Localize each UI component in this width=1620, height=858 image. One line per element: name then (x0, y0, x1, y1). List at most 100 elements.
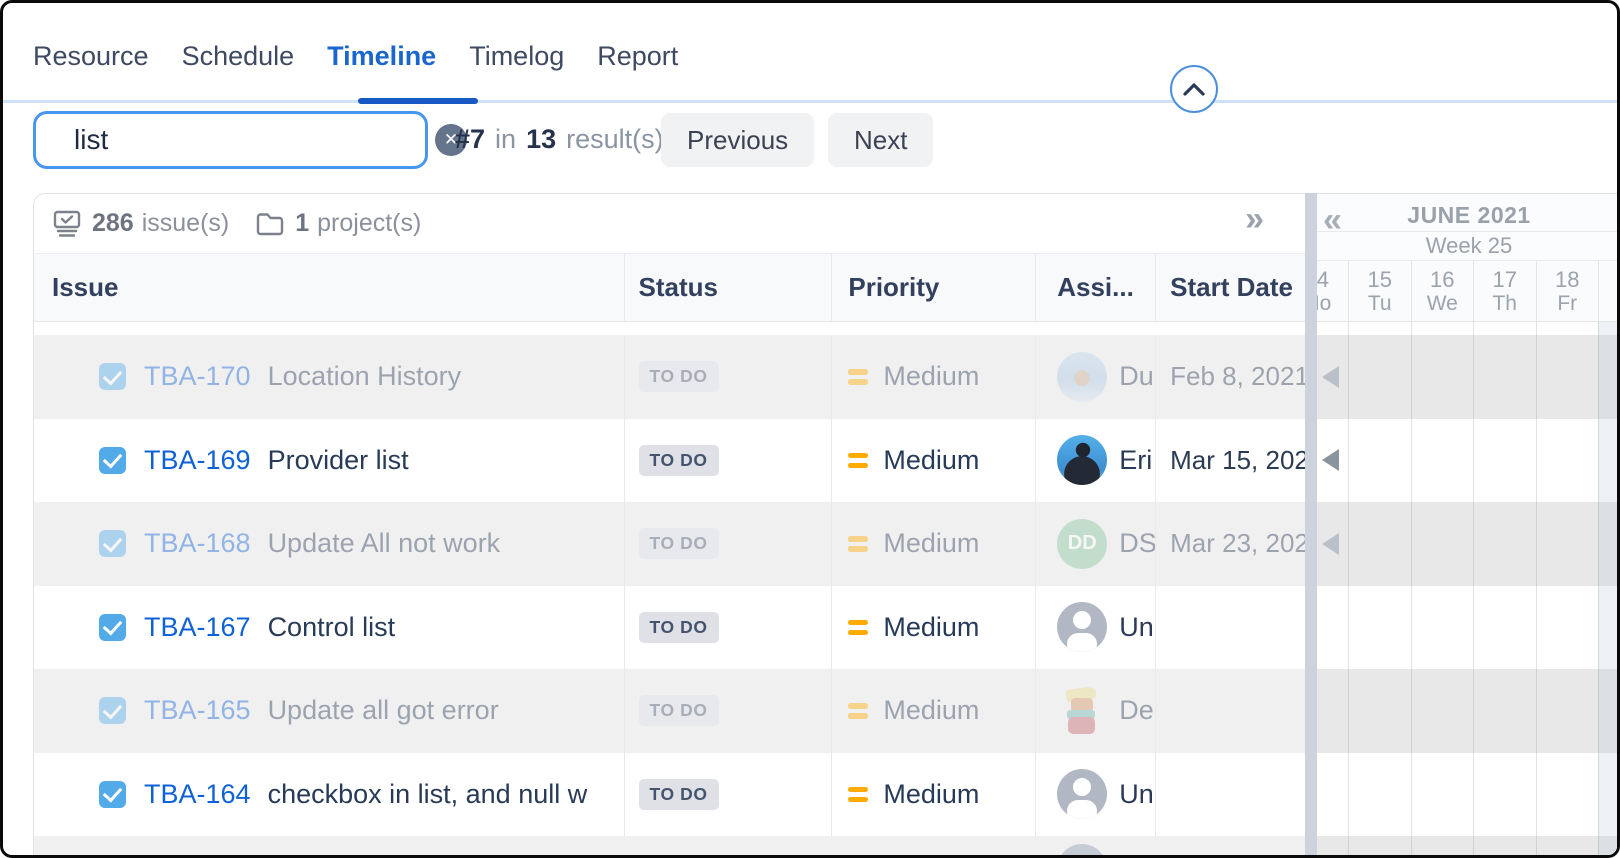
column-header-priority[interactable]: Priority (831, 254, 1035, 321)
table-row[interactable]: TBA-168 Update All not work TO DO Medium… (34, 502, 1305, 586)
clear-search-icon[interactable]: ✕ (435, 124, 467, 156)
status-badge: TO DO (638, 778, 719, 810)
day-cell: 18 Fr (1535, 261, 1599, 322)
column-header-issue[interactable]: Issue (52, 272, 119, 302)
column-header-assignee[interactable]: Assi... (1035, 254, 1155, 321)
timeline-row (1317, 836, 1617, 855)
collapse-toolbar-button[interactable] (1170, 65, 1218, 113)
weekend-shading (1598, 322, 1617, 855)
results-in: in (495, 124, 517, 154)
avatar (1057, 435, 1108, 486)
timeline-row (1317, 418, 1617, 502)
column-header-start-date[interactable]: Start Date (1155, 254, 1305, 321)
table-row[interactable]: TBA-170 Location History TO DO Medium Du… (34, 335, 1305, 419)
row-checkbox[interactable] (99, 363, 126, 391)
start-date-value: Feb 8, 2021 (1170, 361, 1305, 392)
bar-offscreen-left-marker[interactable] (1322, 365, 1339, 388)
issues-stack-icon (53, 210, 81, 237)
table-header-row: Issue Status Priority Assi... Start Date (34, 254, 1305, 322)
issues-label: issue(s) (141, 209, 230, 237)
issue-key-link[interactable]: TBA-165 (144, 695, 251, 726)
priority-label: Medium (883, 611, 980, 642)
issue-key-link[interactable]: TBA-164 (144, 778, 251, 809)
issue-summary: Location History (267, 361, 462, 392)
row-checkbox[interactable] (99, 530, 126, 558)
previous-button[interactable]: Previous (661, 113, 815, 167)
timeline-month-label: JUNE 2021 (1407, 202, 1531, 228)
panel-resize-divider[interactable] (1305, 193, 1317, 855)
rows-spacer (34, 322, 1305, 335)
avatar-initials: DD (1057, 518, 1108, 569)
status-badge: TO DO (638, 695, 719, 727)
priority-medium-icon (848, 452, 869, 468)
assignee-name: Un (1119, 778, 1154, 809)
results-suffix: result(s) (566, 124, 664, 154)
timeline-month-header: « JUNE 2021 (1317, 194, 1617, 237)
avatar-unassigned-icon (1057, 769, 1108, 820)
timeline-row (1317, 335, 1617, 419)
status-badge: TO DO (638, 444, 719, 476)
avatar (1057, 351, 1108, 402)
timeline-row (1317, 669, 1617, 753)
tab-bar: Resource Schedule Timeline Timelog Repor… (33, 41, 678, 72)
tab-schedule[interactable]: Schedule (181, 41, 295, 71)
issue-summary: Update all got error (267, 695, 499, 726)
avatar-unassigned-icon (1057, 602, 1108, 653)
priority-medium-icon (848, 703, 869, 719)
priority-label: Medium (883, 528, 980, 559)
issue-key-link[interactable]: TBA-168 (144, 528, 251, 559)
day-cell: 17 Th (1473, 261, 1536, 322)
projects-label: project(s) (317, 209, 422, 237)
table-row-partial[interactable] (34, 836, 1305, 855)
table-row[interactable]: TBA-167 Control list TO DO Medium Un (34, 585, 1305, 669)
tab-timelog[interactable]: Timelog (469, 41, 565, 71)
status-badge: TO DO (638, 361, 719, 393)
issue-key-link[interactable]: TBA-170 (144, 361, 251, 392)
priority-label: Medium (883, 778, 980, 809)
priority-label: Medium (883, 444, 980, 475)
row-checkbox[interactable] (99, 446, 126, 474)
row-checkbox[interactable] (99, 780, 126, 808)
timeline-body[interactable] (1317, 322, 1617, 855)
row-checkbox[interactable] (99, 613, 126, 641)
next-button[interactable]: Next (828, 113, 934, 167)
search-results-counter: #7 in 13 result(s) (455, 124, 664, 155)
status-badge: TO DO (638, 611, 719, 643)
issues-count: 286 (92, 209, 134, 237)
search-box[interactable]: ✕ (33, 111, 467, 169)
search-input[interactable] (74, 124, 435, 156)
tab-timeline[interactable]: Timeline (327, 41, 437, 71)
table-row[interactable]: TBA-164 checkbox in list, and null w TO … (34, 752, 1305, 836)
expand-columns-icon[interactable]: » (1245, 200, 1264, 238)
avatar-cartoon (1057, 685, 1107, 736)
row-checkbox[interactable] (99, 697, 126, 725)
assignee-name: De (1119, 695, 1154, 726)
table-row[interactable]: TBA-169 Provider list TO DO Medium Eri M… (34, 418, 1305, 502)
issue-key-link[interactable]: TBA-167 (144, 611, 251, 642)
issue-key-link[interactable]: TBA-169 (144, 444, 251, 475)
table-row[interactable]: TBA-165 Update all got error TO DO Mediu… (34, 669, 1305, 753)
day-cell: 19Sa (1598, 261, 1617, 322)
start-date-value: Mar 15, 2021 (1170, 444, 1305, 475)
bar-offscreen-left-marker[interactable] (1322, 532, 1339, 555)
tab-report[interactable]: Report (597, 41, 679, 71)
current-result: #7 (455, 124, 486, 154)
timeline-row (1317, 585, 1617, 669)
timeline-row (1317, 752, 1617, 836)
priority-label: Medium (883, 361, 980, 392)
issue-summary: checkbox in list, and null w (267, 778, 588, 809)
column-header-status[interactable]: Status (623, 254, 832, 321)
start-date-value: Mar 23, 2021 (1170, 528, 1305, 559)
tab-resource[interactable]: Resource (33, 41, 149, 71)
timeline-week-label: Week 25 (1317, 232, 1617, 261)
tab-underline-track (3, 100, 1617, 103)
bar-offscreen-left-marker[interactable] (1322, 449, 1339, 472)
scroll-left-icon[interactable]: « (1323, 201, 1342, 239)
folder-icon (257, 212, 284, 235)
priority-label: Medium (883, 695, 980, 726)
issue-summary: Provider list (267, 444, 409, 475)
day-cell: 16 We (1410, 261, 1474, 322)
